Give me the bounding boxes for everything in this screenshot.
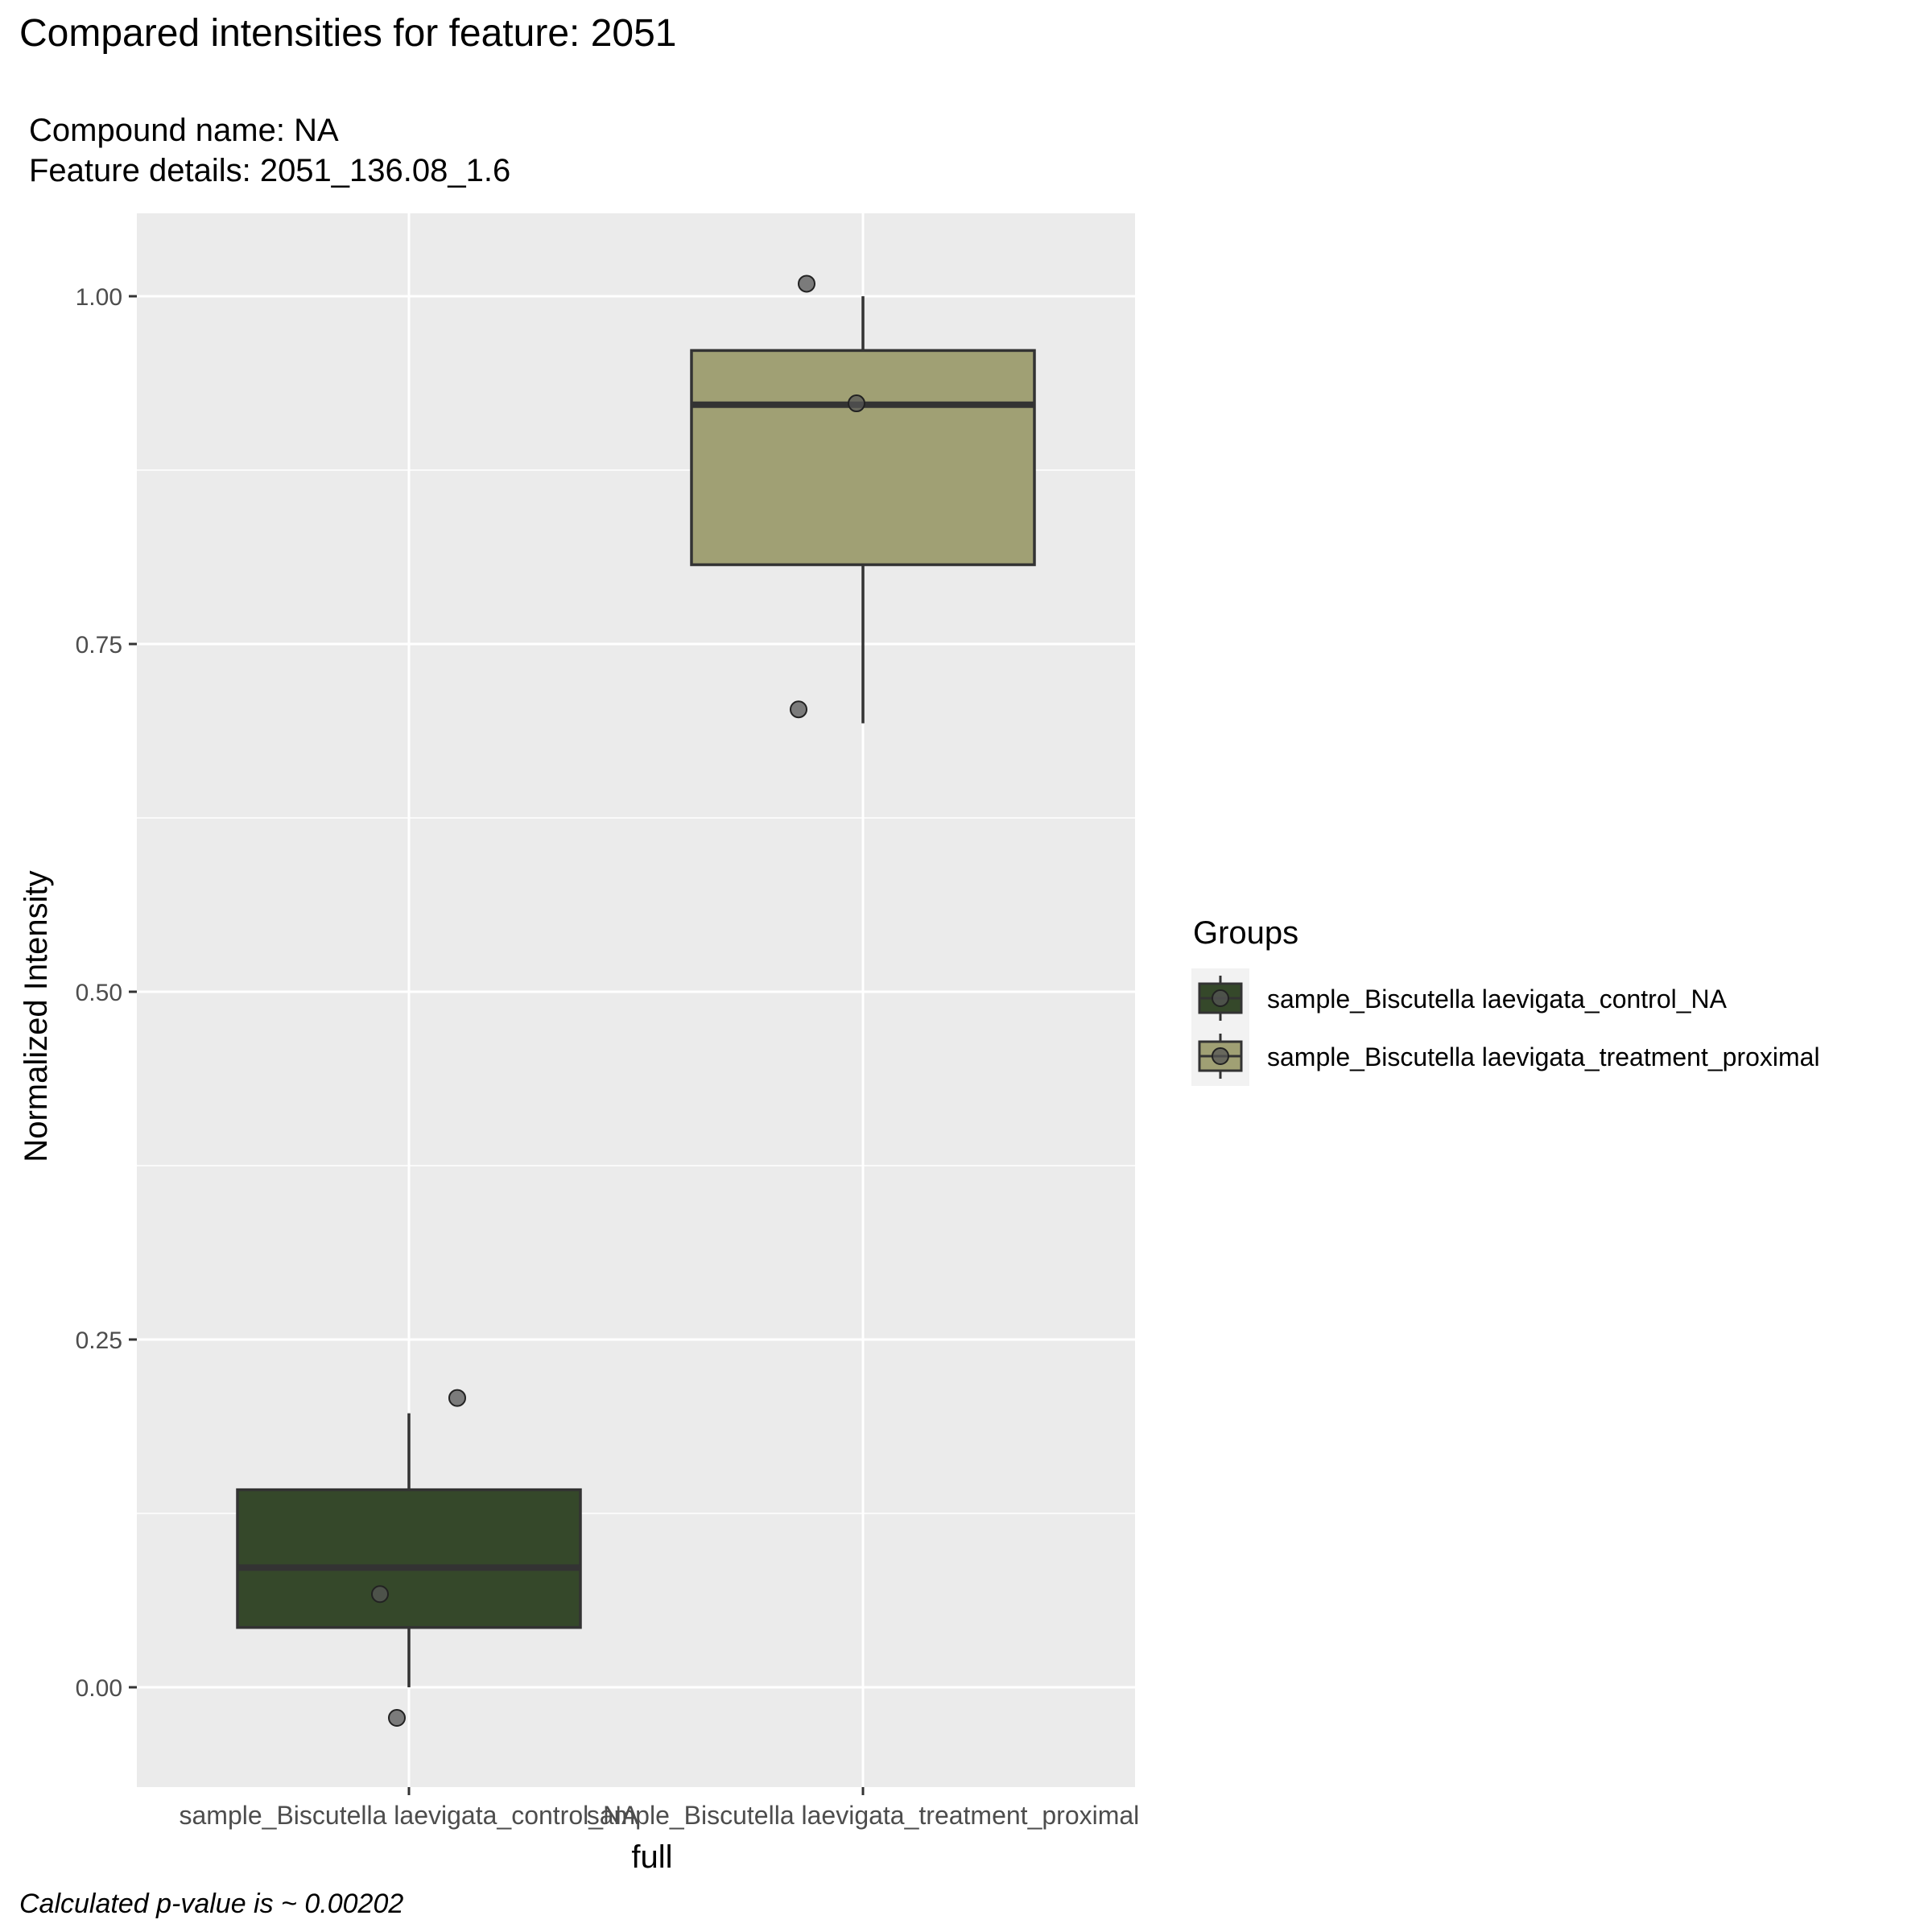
x-axis-title: full: [631, 1839, 672, 1875]
data-point: [388, 1709, 406, 1728]
legend-label: sample_Biscutella laevigata_treatment_pr…: [1267, 1042, 1820, 1071]
p-value-caption: Calculated p-value is ~ 0.00202: [19, 1889, 404, 1919]
x-tick-label: sample_Biscutella laevigata_treatment_pr…: [587, 1801, 1140, 1830]
y-axis-title: Normalized Intensity: [19, 870, 54, 1162]
box-iqr: [690, 349, 1036, 567]
feature-details-subtitle: Feature details: 2051_136.08_1.6: [29, 153, 511, 188]
legend-label: sample_Biscutella laevigata_control_NA: [1267, 985, 1728, 1013]
legend-key-point: [1212, 1047, 1229, 1065]
y-tick-label: 0.50: [76, 980, 122, 1006]
compound-name-subtitle: Compound name: NA: [29, 113, 339, 148]
data-point: [448, 1389, 466, 1407]
data-point: [848, 394, 865, 413]
y-tick-label: 0.75: [76, 632, 122, 658]
legend-title: Groups: [1193, 915, 1298, 951]
x-tick-label: sample_Biscutella laevigata_control_NA: [180, 1801, 640, 1830]
data-point: [371, 1585, 389, 1604]
box-iqr: [236, 1488, 582, 1629]
data-point: [790, 700, 807, 719]
legend-key-point: [1212, 989, 1229, 1007]
data-point: [798, 275, 815, 293]
y-tick-label: 1.00: [76, 284, 122, 311]
y-tick-label: 0.25: [76, 1327, 122, 1354]
chart-title: Compared intensities for feature: 2051: [19, 12, 677, 55]
y-tick-label: 0.00: [76, 1675, 122, 1702]
